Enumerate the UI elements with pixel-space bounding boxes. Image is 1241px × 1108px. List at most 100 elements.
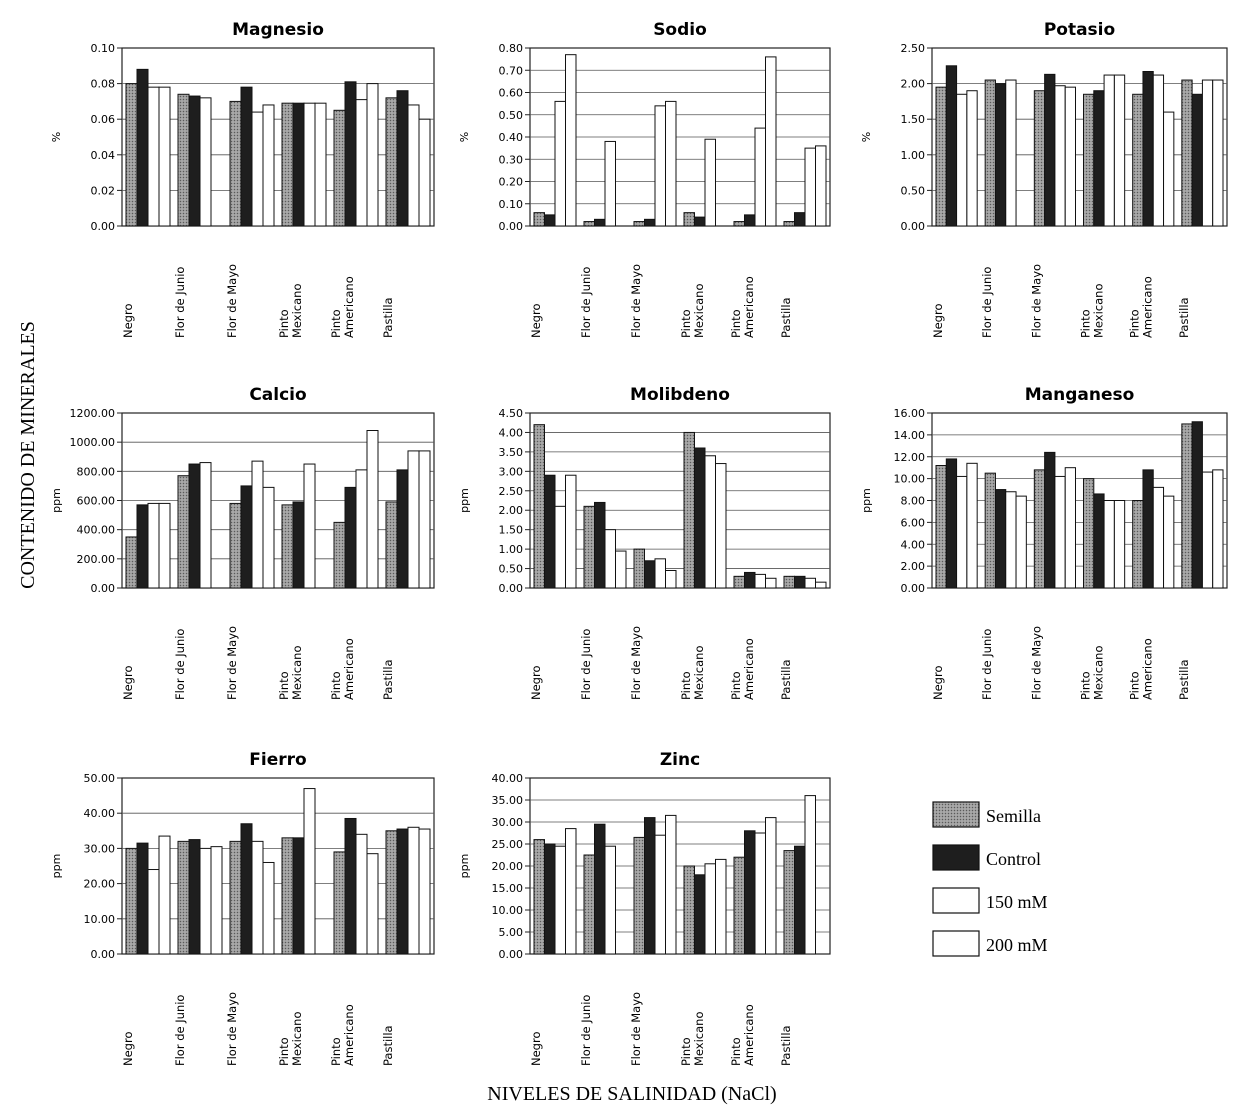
bar-200-mm [366, 83, 379, 227]
y-tick-label: 8.00 [901, 495, 926, 508]
bar-semilla [984, 472, 996, 589]
bar-control [344, 486, 357, 589]
bar-control [396, 469, 409, 589]
bar-semilla [177, 93, 190, 227]
bar-semilla [533, 839, 545, 955]
y-tick-label: 5.00 [499, 926, 524, 939]
x-tick-label: Flor de Mayo [1029, 626, 1043, 700]
plot-frame [121, 47, 435, 227]
x-tick-label: Flor de Junio [579, 267, 593, 338]
plot-frame [121, 777, 435, 955]
bar-semilla [1132, 500, 1144, 589]
bar-semilla [683, 431, 695, 589]
bar-200-mm [615, 550, 627, 589]
bar-150-mm [1005, 491, 1017, 589]
bar-control [744, 571, 756, 589]
y-tick-label: 4.00 [499, 426, 524, 439]
x-axis-title: NIVELES DE SALINIDAD (NaCl) [487, 1083, 776, 1105]
bar-150-mm [355, 469, 368, 589]
chart-panels: 0.00 0.02 0.04 0.06 0.08 0.10 Magnesio% Negro Fl… [50, 20, 1228, 1066]
x-tick-label: Flor de Junio [980, 629, 994, 700]
y-tick-label: 35.00 [492, 794, 524, 807]
bar-control [644, 560, 656, 589]
x-tick-label: Flor de Mayo [225, 264, 239, 338]
bar-control [136, 504, 149, 589]
y-tick-label: 0.60 [499, 87, 524, 100]
bar-control [994, 83, 1007, 227]
y-tick-label: 1.50 [499, 524, 524, 537]
x-tick-label: Pinto [277, 671, 291, 700]
bar-control [1044, 451, 1056, 589]
y-tick-label: 40.00 [84, 807, 116, 820]
bar-200-mm [765, 56, 777, 227]
y-tick-label: 600.00 [77, 495, 116, 508]
x-tick-label: Flor de Junio [173, 995, 187, 1066]
y-tick-label: 15.00 [492, 882, 524, 895]
y-tick-label: 0.80 [499, 42, 524, 55]
x-tick-label: Pastilla [381, 1025, 395, 1066]
x-tick-label: Pinto [329, 1037, 343, 1066]
bar-control [945, 458, 958, 589]
x-tick-label: Negro [931, 304, 945, 339]
x-tick-label: Flor de Mayo [629, 264, 643, 338]
legend-swatch-200mm [932, 930, 980, 957]
legend-label-150mm: 150 mM [986, 892, 1048, 912]
bar-semilla [783, 850, 795, 955]
bar-150-mm [251, 111, 264, 227]
bar-200-mm [262, 486, 275, 589]
bar-150-mm [956, 93, 968, 227]
y-tick-label: 40.00 [492, 772, 524, 785]
bar-control [292, 501, 305, 589]
x-tick-label: Pastilla [779, 297, 793, 338]
x-tick-label: Mexicano [1092, 284, 1106, 339]
bar-control [1191, 93, 1203, 227]
bar-150-mm [804, 795, 816, 955]
x-tick-label: Mexicano [290, 284, 304, 339]
bar-control [544, 214, 556, 227]
x-tick-label: Pinto [329, 671, 343, 700]
y-tick-label: 0.10 [499, 198, 524, 211]
y-tick-label: 0.70 [499, 64, 524, 77]
chart-title: Molibdeno [630, 385, 730, 405]
bar-semilla [783, 575, 795, 589]
bar-150-mm [199, 97, 212, 227]
y-tick-label: 200.00 [77, 553, 116, 566]
bar-150-mm [604, 140, 616, 227]
y-tick-label: 12.00 [894, 451, 926, 464]
y-unit-label: ppm [458, 854, 471, 879]
bar-semilla [984, 79, 996, 227]
chart-sodio: 0.00 0.10 0.20 0.30 0.40 0.50 0.60 0.70 0.80 Sodi… [458, 20, 831, 338]
x-tick-label: Pinto [729, 1037, 743, 1066]
y-tick-label: 16.00 [894, 407, 926, 420]
bar-200-mm [815, 145, 827, 227]
legend-label-semilla: Semilla [986, 806, 1041, 826]
y-tick-label: 0.50 [499, 563, 524, 576]
bar-150-mm [1103, 500, 1115, 589]
y-tick-label: 0.40 [499, 131, 524, 144]
bar-150-mm [355, 99, 368, 227]
bar-150-mm [1152, 486, 1165, 589]
bar-semilla [935, 465, 947, 589]
bar-control [794, 845, 806, 955]
y-tick-label: 14.00 [894, 429, 926, 442]
x-tick-label: Pinto [277, 309, 291, 338]
x-tick-label: Americano [342, 638, 356, 700]
x-tick-label: Pinto [1128, 309, 1142, 338]
bar-200-mm [1064, 467, 1077, 589]
bar-semilla [385, 830, 398, 955]
bar-semilla [281, 837, 294, 955]
bar-150-mm [704, 455, 716, 589]
bar-semilla [281, 504, 294, 589]
y-tick-label: 20.00 [492, 860, 524, 873]
bar-control [744, 214, 756, 227]
bar-150-mm [1054, 475, 1066, 589]
x-tick-label: Flor de Junio [173, 267, 187, 338]
bar-semilla [281, 102, 294, 227]
bar-150-mm [804, 577, 816, 589]
x-tick-label: Americano [342, 276, 356, 338]
bar-150-mm [199, 462, 212, 589]
bar-control [1093, 90, 1105, 227]
bar-200-mm [158, 502, 171, 589]
bar-semilla [177, 475, 190, 589]
bar-150-mm [303, 463, 316, 589]
